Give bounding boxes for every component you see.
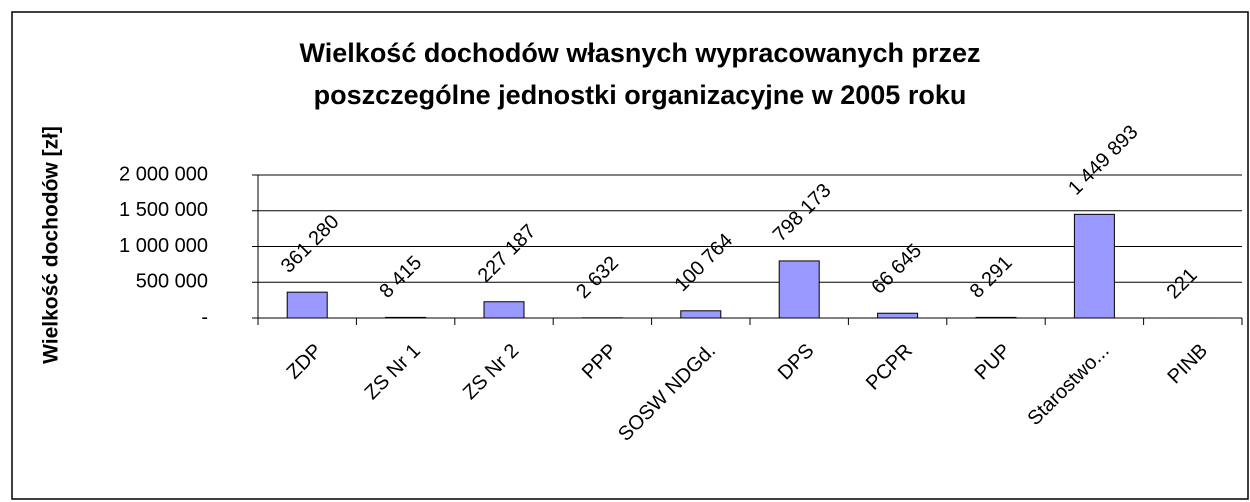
- y-tick-label: 1 000 000: [119, 235, 208, 257]
- y-tick-label: 500 000: [136, 271, 208, 293]
- bar: [877, 312, 919, 319]
- bar: [680, 310, 722, 319]
- y-tick-label: 2 000 000: [119, 163, 208, 185]
- y-axis-label: Wielkość dochodów [zł]: [40, 126, 63, 364]
- y-tick-label: 1 500 000: [119, 199, 208, 221]
- bar: [975, 316, 1017, 319]
- chart-title: Wielkość dochodów własnych wypracowanych…: [300, 38, 981, 68]
- chart-title: poszczególne jednostki organizacyjne w 2…: [314, 80, 967, 110]
- y-tick-label: -: [201, 306, 208, 328]
- bar: [483, 301, 525, 319]
- bar: [385, 316, 427, 319]
- bar: [286, 291, 328, 319]
- bar: [778, 260, 820, 319]
- chart-border: [11, 11, 1249, 500]
- bar: [1073, 213, 1115, 319]
